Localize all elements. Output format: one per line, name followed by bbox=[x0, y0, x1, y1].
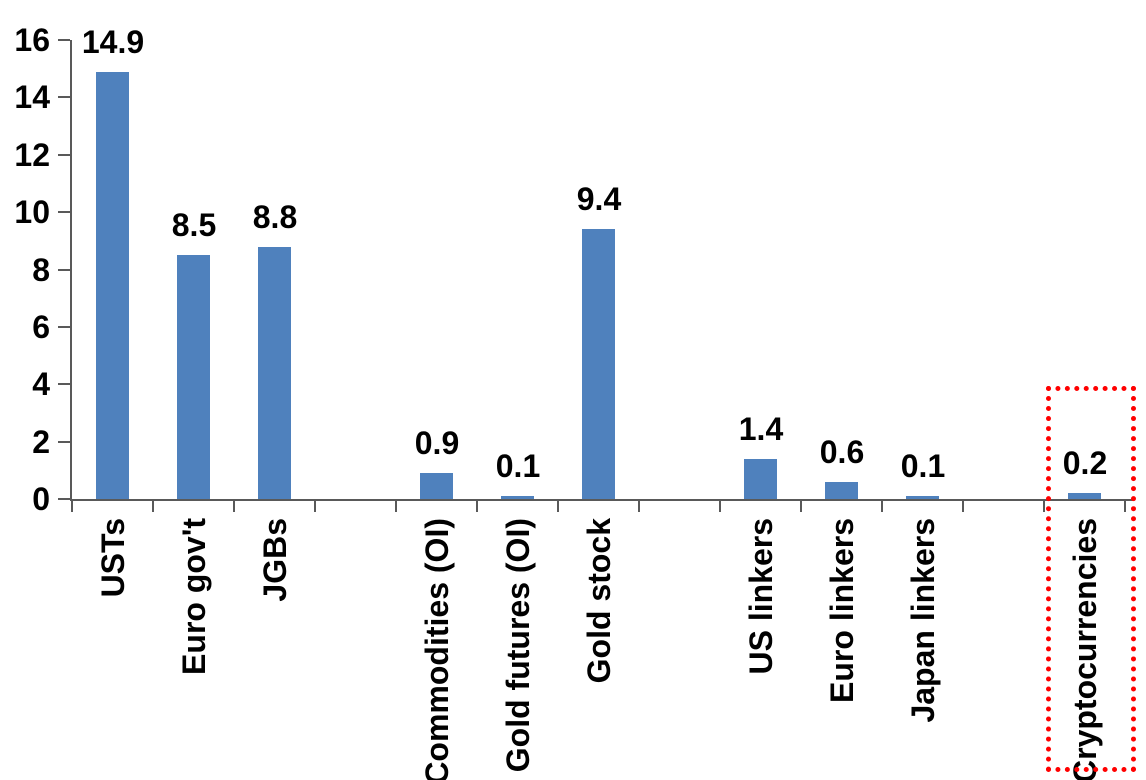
y-tick bbox=[58, 39, 70, 41]
category-label: Euro gov't bbox=[175, 518, 212, 675]
bar-value-label: 0.2 bbox=[1062, 445, 1108, 482]
y-tick bbox=[58, 440, 70, 443]
x-tick bbox=[395, 500, 397, 512]
category-label: USTs bbox=[94, 518, 131, 598]
bar-value-label: 14.9 bbox=[81, 23, 145, 60]
y-tick bbox=[58, 383, 70, 386]
y-tick bbox=[58, 211, 70, 214]
x-tick bbox=[800, 500, 802, 512]
bar-value-label: 8.5 bbox=[171, 207, 217, 244]
category-label: Euro linkers bbox=[823, 518, 860, 703]
bar bbox=[906, 496, 939, 499]
y-tick-label: 12 bbox=[14, 136, 50, 173]
x-tick bbox=[962, 500, 964, 512]
category-label: Gold stock bbox=[580, 518, 617, 684]
x-tick bbox=[71, 500, 73, 512]
bar bbox=[1068, 493, 1101, 499]
bar-value-label: 8.8 bbox=[252, 198, 298, 235]
y-tick bbox=[58, 498, 70, 500]
y-tick bbox=[58, 96, 70, 99]
bar bbox=[582, 229, 615, 499]
category-label: Japan linkers bbox=[904, 518, 941, 723]
x-tick bbox=[1124, 500, 1126, 512]
y-tick-label: 16 bbox=[14, 22, 50, 58]
x-tick bbox=[557, 500, 559, 512]
y-tick bbox=[58, 325, 70, 328]
bar-value-label: 0.6 bbox=[819, 433, 865, 470]
y-tick-label: 2 bbox=[32, 423, 50, 460]
x-tick bbox=[638, 500, 640, 512]
y-tick bbox=[58, 153, 70, 156]
bar bbox=[744, 458, 777, 499]
x-tick bbox=[719, 500, 721, 512]
category-label: JGBs bbox=[256, 518, 293, 602]
category-label: Gold futures (OI) bbox=[499, 518, 536, 773]
bar bbox=[96, 71, 129, 499]
x-tick bbox=[233, 500, 235, 512]
y-tick-label: 14 bbox=[14, 79, 50, 116]
bar bbox=[501, 496, 534, 499]
bar bbox=[420, 473, 453, 499]
category-label: Commodities (OI) bbox=[418, 518, 455, 780]
y-axis-line bbox=[70, 40, 72, 501]
bar bbox=[177, 255, 210, 499]
bar-value-label: 1.4 bbox=[738, 410, 784, 447]
x-axis-line bbox=[70, 499, 1134, 501]
x-tick bbox=[476, 500, 478, 512]
bar-value-label: 0.1 bbox=[495, 448, 541, 485]
x-tick bbox=[152, 500, 154, 512]
y-tick-label: 4 bbox=[32, 366, 50, 403]
y-tick-label: 6 bbox=[32, 308, 50, 345]
y-tick-label: 8 bbox=[32, 251, 50, 288]
y-tick-label: 10 bbox=[14, 194, 50, 231]
y-tick bbox=[58, 268, 70, 271]
bar-value-label: 0.9 bbox=[414, 425, 460, 462]
bar bbox=[258, 246, 291, 499]
x-tick bbox=[1043, 500, 1045, 512]
x-tick bbox=[881, 500, 883, 512]
bar-value-label: 0.1 bbox=[900, 448, 946, 485]
x-tick bbox=[314, 500, 316, 512]
category-label: US linkers bbox=[742, 518, 779, 675]
y-tick-label: 0 bbox=[32, 481, 50, 517]
highlight-box bbox=[1046, 386, 1136, 772]
bar-value-label: 9.4 bbox=[576, 181, 622, 218]
bar bbox=[825, 481, 858, 499]
